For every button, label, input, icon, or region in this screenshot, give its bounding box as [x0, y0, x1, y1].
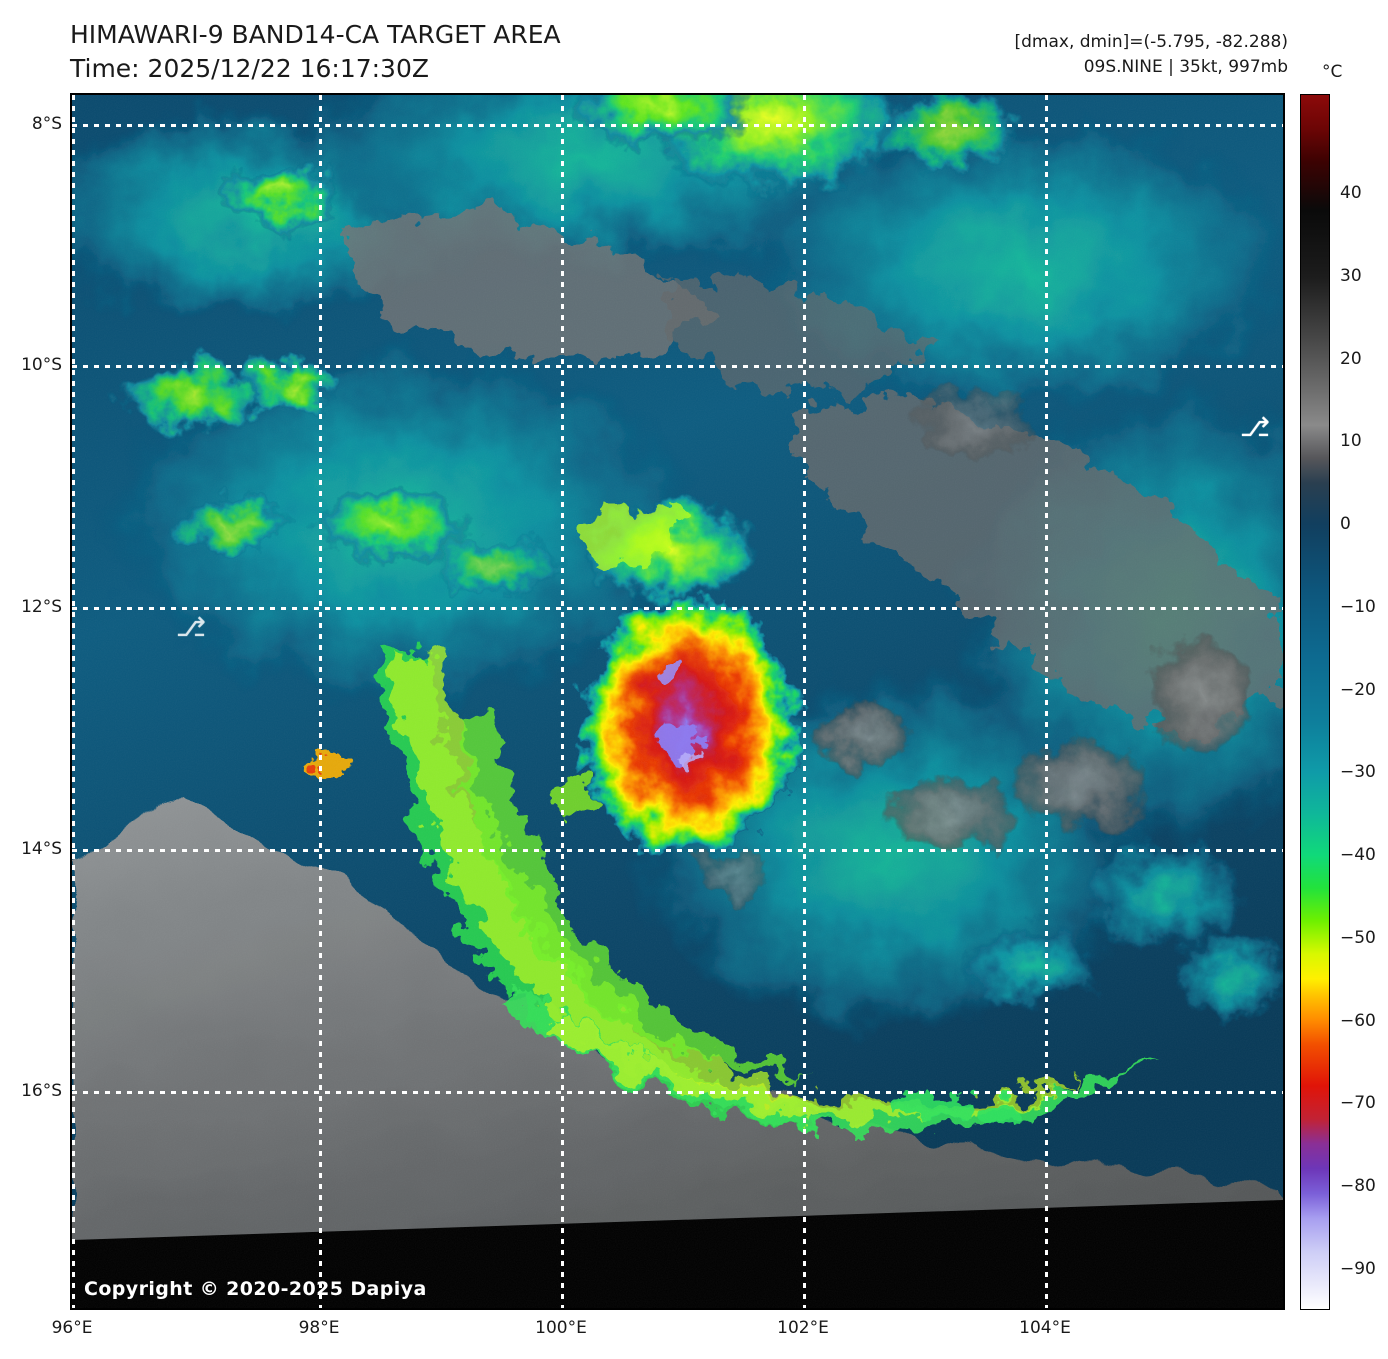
copyright-label: Copyright © 2020-2025 Dapiya [84, 1278, 427, 1300]
colorbar-tick-neg20: −20 [1340, 679, 1376, 700]
ytick-14s: 14°S [21, 839, 103, 859]
xtick-100e: 100°E [535, 1318, 587, 1338]
satellite-image-plot[interactable]: ⎇ ⎇ Copyright © 2020-2025 Dapiya [70, 93, 1285, 1310]
colorbar-tick-neg90: −90 [1340, 1258, 1376, 1279]
colorbar-tick-neg30: −30 [1340, 762, 1376, 783]
xtick-104e: 104°E [1019, 1318, 1071, 1338]
colorbar [1300, 94, 1330, 1310]
ytick-10s: 10°S [21, 355, 103, 375]
colorbar-tick-20: 20 [1340, 348, 1362, 369]
colorbar-tick-0: 0 [1340, 514, 1351, 535]
colorbar-tick-30: 30 [1340, 266, 1362, 286]
ytick-8s-label: 8°S [31, 114, 62, 134]
colorbar-tick-10: 10 [1340, 431, 1362, 452]
colorbar-tick-40: 40 [1340, 183, 1362, 204]
xtick-98e: 98°E [298, 1318, 340, 1338]
xtick-102e: 102°E [777, 1318, 829, 1338]
data-range-label: [dmax, dmin]=(-5.795, -82.288) [1014, 32, 1289, 52]
metadata-block: [dmax, dmin]=(-5.795, -82.288) 09S.NINE … [1015, 30, 1289, 80]
ytick-16s-label: 16°S [21, 1081, 62, 1101]
timestamp: Time: 2025/12/22 16:17:30Z [70, 54, 429, 83]
colorbar-tick-neg60: −60 [1340, 1010, 1376, 1031]
ytick-14s-label: 14°S [21, 839, 62, 859]
satellite-raster [72, 95, 1283, 1308]
xtick-96e: 96°E [51, 1318, 93, 1338]
colorbar-tick-neg40: −40 [1340, 845, 1376, 865]
title-block: HIMAWARI-9 BAND14-CA TARGET AREA Time: 2… [70, 18, 561, 86]
colorbar-tick-neg70: −70 [1340, 1093, 1376, 1114]
colorbar-tick-neg10: −10 [1340, 596, 1376, 617]
ytick-16s: 16°S [21, 1081, 103, 1101]
ytick-10s-label: 10°S [21, 355, 62, 375]
ytick-8s: 8°S [32, 114, 92, 134]
storm-info-label: 09S.NINE | 35kt, 997mb [1083, 57, 1288, 77]
ytick-12s-label: 12°S [21, 597, 62, 617]
colorbar-tick-neg50: −50 [1340, 927, 1376, 948]
ytick-12s: 12°S [21, 597, 103, 617]
colorbar-tick-neg80: −80 [1340, 1175, 1376, 1196]
page-title: HIMAWARI-9 BAND14-CA TARGET AREA [70, 20, 561, 49]
colorbar-unit-label: °C [1322, 62, 1343, 82]
